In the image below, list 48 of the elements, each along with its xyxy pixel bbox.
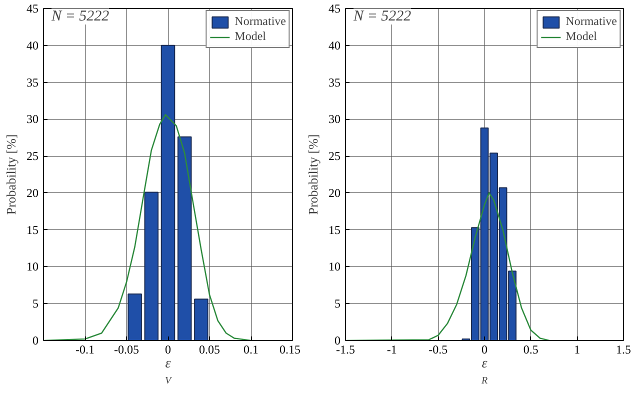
x-tick-label: 0.5 <box>523 342 538 356</box>
y-tick-label: 20 <box>328 186 340 200</box>
x-tick-label: 1.5 <box>616 342 631 356</box>
legend-label: Model <box>566 29 598 44</box>
y-tick-label: 45 <box>26 2 38 16</box>
bar <box>177 136 192 340</box>
y-tick-label: 25 <box>328 149 340 164</box>
y-tick-label: 10 <box>26 260 38 274</box>
y-tick-label: 15 <box>328 222 340 237</box>
legend-label: Normative <box>566 14 617 29</box>
x-tick-label: 0.1 <box>244 342 258 356</box>
y-tick-label: 35 <box>26 75 38 90</box>
x-tick-label: -0.5 <box>428 342 448 356</box>
x-tick-label: -0.05 <box>114 342 139 356</box>
y-tick-label: 35 <box>328 75 340 90</box>
legend-label: Normative <box>234 14 286 29</box>
y-axis-title: Probability [%] <box>4 134 18 215</box>
line-series <box>44 114 252 340</box>
y-tick-label: 0 <box>334 334 340 348</box>
y-tick-label: 20 <box>26 186 38 200</box>
y-tick-label: 45 <box>328 2 340 16</box>
x-tick-label: 1 <box>574 342 580 356</box>
y-axis-title: Probability [%] <box>306 134 320 215</box>
y-tick-label: 30 <box>26 112 38 126</box>
annotation: N = 5222 <box>50 8 110 24</box>
annotation: N = 5222 <box>352 8 412 24</box>
y-tick-label: 10 <box>328 260 340 274</box>
bar <box>160 44 176 340</box>
x-tick-label: -1 <box>386 342 397 356</box>
legend-label: Model <box>234 29 266 44</box>
bar <box>128 294 142 340</box>
x-axis-title: εV <box>164 356 173 386</box>
y-tick-label: 15 <box>26 222 38 237</box>
y-tick-label: 40 <box>26 38 38 52</box>
y-tick-label: 25 <box>26 149 38 164</box>
y-tick-label: 40 <box>328 38 340 52</box>
y-tick-label: 5 <box>32 296 38 311</box>
x-tick-label: 0 <box>482 342 488 356</box>
x-tick-label: -0.1 <box>76 342 94 356</box>
y-tick-label: 30 <box>328 112 340 126</box>
bar <box>144 192 159 340</box>
x-axis-title: εR <box>480 356 488 386</box>
bar <box>194 298 208 340</box>
x-tick-label: 0 <box>165 342 171 356</box>
y-tick-label: 5 <box>334 296 340 311</box>
y-tick-label: 0 <box>32 334 38 348</box>
x-tick-label: 0.05 <box>199 342 220 356</box>
x-tick-label: 0.15 <box>280 342 300 356</box>
